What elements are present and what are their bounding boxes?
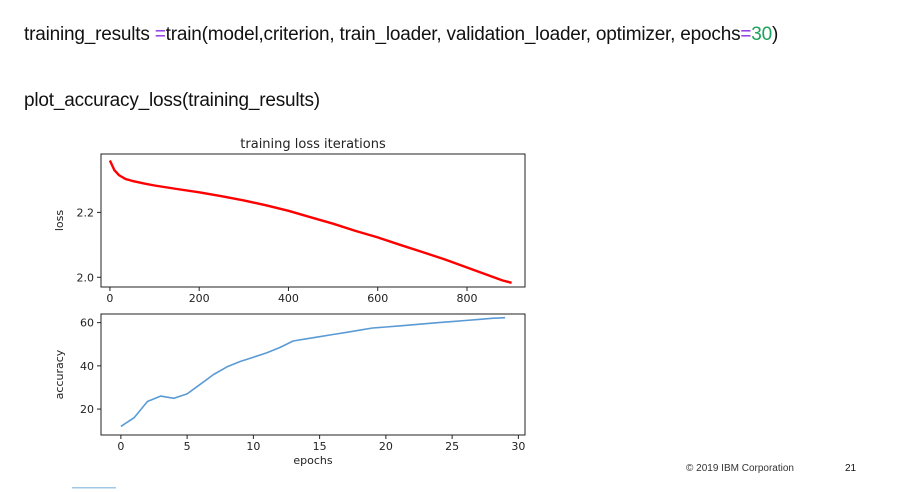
accuracy-chart-panel: 0 5 10 15 20 25 30 20 40 60 accuracy epochs	[53, 313, 526, 467]
accuracy-y-axis-label: accuracy	[53, 349, 66, 399]
copyright-text: © 2019 IBM Corporation	[686, 463, 794, 474]
accuracy-y-tick-label: 60	[80, 317, 94, 330]
loss-y-axis-label: loss	[53, 210, 66, 232]
loss-x-tick-label: 600	[367, 292, 388, 305]
accuracy-x-tick-label: 20	[379, 440, 393, 453]
accuracy-x-tick-label: 10	[246, 440, 260, 453]
accuracy-x-tick-label: 30	[511, 440, 525, 453]
corner-decoration	[72, 487, 116, 489]
slide-number: 21	[845, 463, 857, 474]
code-line-plot-call: plot_accuracy_loss(training_results)	[24, 90, 320, 111]
loss-y-tick-label: 2.2	[77, 206, 95, 219]
loss-x-tick-label: 0	[106, 292, 113, 305]
loss-x-tick-label: 800	[456, 292, 477, 305]
accuracy-axes-frame	[100, 313, 526, 436]
accuracy-x-axis-label: epochs	[293, 454, 332, 467]
loss-axes-frame	[100, 153, 526, 288]
code-train-call: train(model,criterion, train_loader, val…	[165, 24, 741, 45]
code-line-train-call: training_results =train(model,criterion,…	[24, 24, 778, 46]
code-assign-operator: =	[154, 24, 166, 45]
loss-series-line	[108, 159, 512, 284]
accuracy-y-tick-label: 20	[80, 403, 94, 416]
code-epochs-value: 30	[751, 24, 773, 45]
accuracy-y-tick-label: 40	[80, 360, 94, 373]
code-close-paren: )	[772, 24, 779, 45]
loss-x-tick-label: 200	[189, 292, 210, 305]
loss-chart-title: training loss iterations	[240, 137, 386, 152]
accuracy-x-tick-label: 25	[445, 440, 459, 453]
accuracy-x-tick-label: 0	[117, 440, 124, 453]
loss-y-tick-label: 2.0	[77, 271, 95, 284]
corner-decoration-bar	[72, 487, 116, 489]
loss-chart-panel: training loss iterations 0 200 400 600 800 2.0…	[53, 137, 526, 305]
code-kwarg-operator: =	[740, 24, 752, 45]
accuracy-series-line	[120, 316, 506, 428]
accuracy-x-tick-label: 5	[184, 440, 191, 453]
loss-x-tick-label: 400	[278, 292, 299, 305]
accuracy-x-tick-label: 15	[313, 440, 327, 453]
code-var: training_results	[24, 24, 155, 45]
